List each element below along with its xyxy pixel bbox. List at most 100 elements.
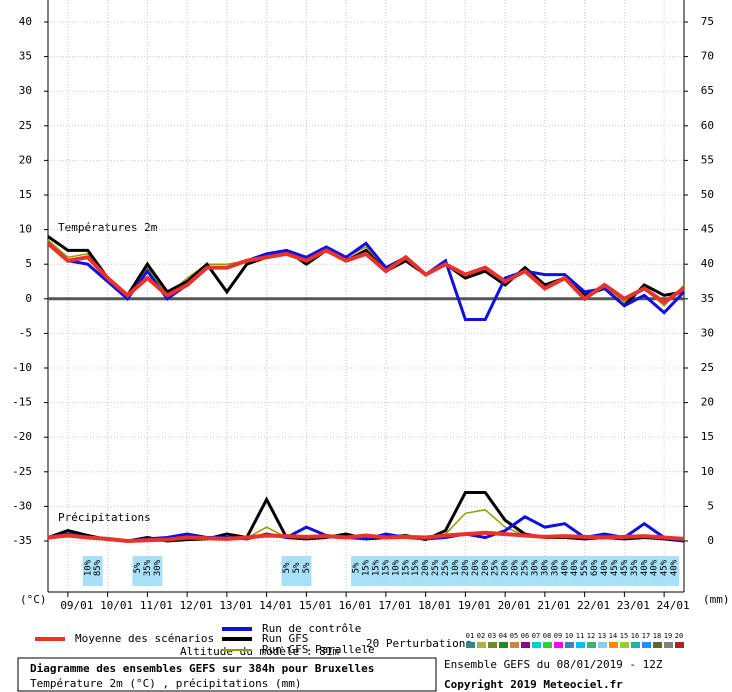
perturbation-name: 02 bbox=[477, 632, 485, 640]
snow-box bbox=[470, 556, 481, 586]
y-tick-label: -25 bbox=[12, 465, 32, 478]
snow-label: 40% bbox=[600, 559, 610, 576]
y2-tick-label: 25 bbox=[701, 361, 714, 374]
y2-tick-label: 70 bbox=[701, 50, 714, 63]
snow-box bbox=[410, 556, 421, 586]
snow-label: 5% bbox=[133, 562, 143, 573]
x-tick-label: 09/01 bbox=[60, 599, 93, 612]
perturbation-name: 07 bbox=[532, 632, 540, 640]
snow-box bbox=[400, 556, 411, 586]
snow-label: 15% bbox=[401, 559, 411, 576]
y-tick-label: 10 bbox=[19, 223, 32, 236]
y-tick-label: -15 bbox=[12, 396, 32, 409]
snow-label: 45% bbox=[620, 559, 630, 576]
y-tick-label: -20 bbox=[12, 430, 32, 443]
legend-label: Run de contrôle bbox=[262, 622, 361, 635]
snow-box bbox=[579, 556, 590, 586]
snow-box bbox=[142, 556, 153, 586]
snow-box bbox=[92, 556, 103, 586]
perturbation-swatch bbox=[543, 642, 552, 648]
snow-box bbox=[450, 556, 461, 586]
x-tick-label: 11/01 bbox=[140, 599, 173, 612]
y-tick-label: 35 bbox=[19, 50, 32, 63]
y2-tick-label: 45 bbox=[701, 223, 714, 236]
snow-label: 10% bbox=[391, 559, 401, 576]
annotation: Altitude du modèle : 81m bbox=[180, 645, 339, 658]
legend-label: Run GFS bbox=[262, 632, 308, 645]
snow-label: 5% bbox=[302, 562, 312, 573]
x-tick-label: 24/01 bbox=[657, 599, 690, 612]
snow-box bbox=[539, 556, 550, 586]
snow-box bbox=[291, 556, 302, 586]
snow-box bbox=[609, 556, 620, 586]
snow-box bbox=[629, 556, 640, 586]
y-tick-label: 25 bbox=[19, 119, 32, 132]
perturbation-name: 13 bbox=[598, 632, 606, 640]
snow-label: 55% bbox=[580, 559, 590, 576]
snow-box bbox=[370, 556, 381, 586]
perturbation-swatch bbox=[620, 642, 629, 648]
perturbation-name: 16 bbox=[631, 632, 639, 640]
y-tick-label: -35 bbox=[12, 534, 32, 547]
y-tick-label: -5 bbox=[19, 326, 32, 339]
perturbation-name: 14 bbox=[609, 632, 617, 640]
snow-label: 40% bbox=[560, 559, 570, 576]
perturbation-name: 03 bbox=[488, 632, 496, 640]
snow-box bbox=[281, 556, 292, 586]
legend-label: Run GFS Parallele bbox=[262, 643, 375, 656]
perturbation-swatch bbox=[488, 642, 497, 648]
y2-tick-label: 20 bbox=[701, 396, 714, 409]
snow-label: 15% bbox=[371, 559, 381, 576]
snow-label: 20% bbox=[481, 559, 491, 576]
snow-box bbox=[380, 556, 391, 586]
snow-label: 30% bbox=[530, 559, 540, 576]
x-tick-label: 17/01 bbox=[378, 599, 411, 612]
x-tick-label: 21/01 bbox=[537, 599, 570, 612]
y2-tick-label: 10 bbox=[701, 465, 714, 478]
snow-box bbox=[569, 556, 580, 586]
snow-box bbox=[659, 556, 670, 586]
perturbation-swatch bbox=[664, 642, 673, 648]
perturbation-swatch bbox=[675, 642, 684, 648]
snow-label: 20% bbox=[511, 559, 521, 576]
y-tick-label: 15 bbox=[19, 188, 32, 201]
perturbation-name: 08 bbox=[543, 632, 551, 640]
x-tick-label: 12/01 bbox=[180, 599, 213, 612]
y-tick-label: 0 bbox=[25, 292, 32, 305]
y2-tick-label: 0 bbox=[707, 534, 714, 547]
perturbation-swatch bbox=[554, 642, 563, 648]
snow-box bbox=[351, 556, 362, 586]
perturbation-name: 17 bbox=[642, 632, 650, 640]
perturbation-swatch bbox=[598, 642, 607, 648]
snow-label: 15% bbox=[381, 559, 391, 576]
snow-label: 45% bbox=[660, 559, 670, 576]
y-tick-label: 40 bbox=[19, 15, 32, 28]
snow-label: 20% bbox=[501, 559, 511, 576]
snow-box bbox=[460, 556, 471, 586]
snow-label: 25% bbox=[491, 559, 501, 576]
snow-label: 15% bbox=[362, 559, 372, 576]
snow-label: 20% bbox=[461, 559, 471, 576]
snow-box bbox=[549, 556, 560, 586]
snow-label: 30% bbox=[153, 559, 163, 576]
y2-tick-label: 30 bbox=[701, 326, 714, 339]
snow-label: 85% bbox=[93, 559, 103, 576]
y2-unit: (mm) bbox=[703, 593, 730, 606]
snow-label: 35% bbox=[143, 559, 153, 576]
snow-box bbox=[529, 556, 540, 586]
run-info: Ensemble GEFS du 08/01/2019 - 12Z bbox=[444, 658, 663, 671]
snow-box bbox=[619, 556, 630, 586]
snow-label: 30% bbox=[540, 559, 550, 576]
annotation: Températures 2m bbox=[58, 221, 158, 234]
snow-box bbox=[152, 556, 163, 586]
perturbation-name: 11 bbox=[576, 632, 584, 640]
x-tick-label: 14/01 bbox=[259, 599, 292, 612]
perturbation-name: 10 bbox=[565, 632, 573, 640]
title-box bbox=[17, 657, 437, 692]
perturbation-name: 15 bbox=[620, 632, 628, 640]
x-tick-label: 16/01 bbox=[339, 599, 372, 612]
x-tick-label: 22/01 bbox=[577, 599, 610, 612]
y-unit: (°C) bbox=[20, 593, 47, 606]
x-tick-label: 15/01 bbox=[299, 599, 332, 612]
